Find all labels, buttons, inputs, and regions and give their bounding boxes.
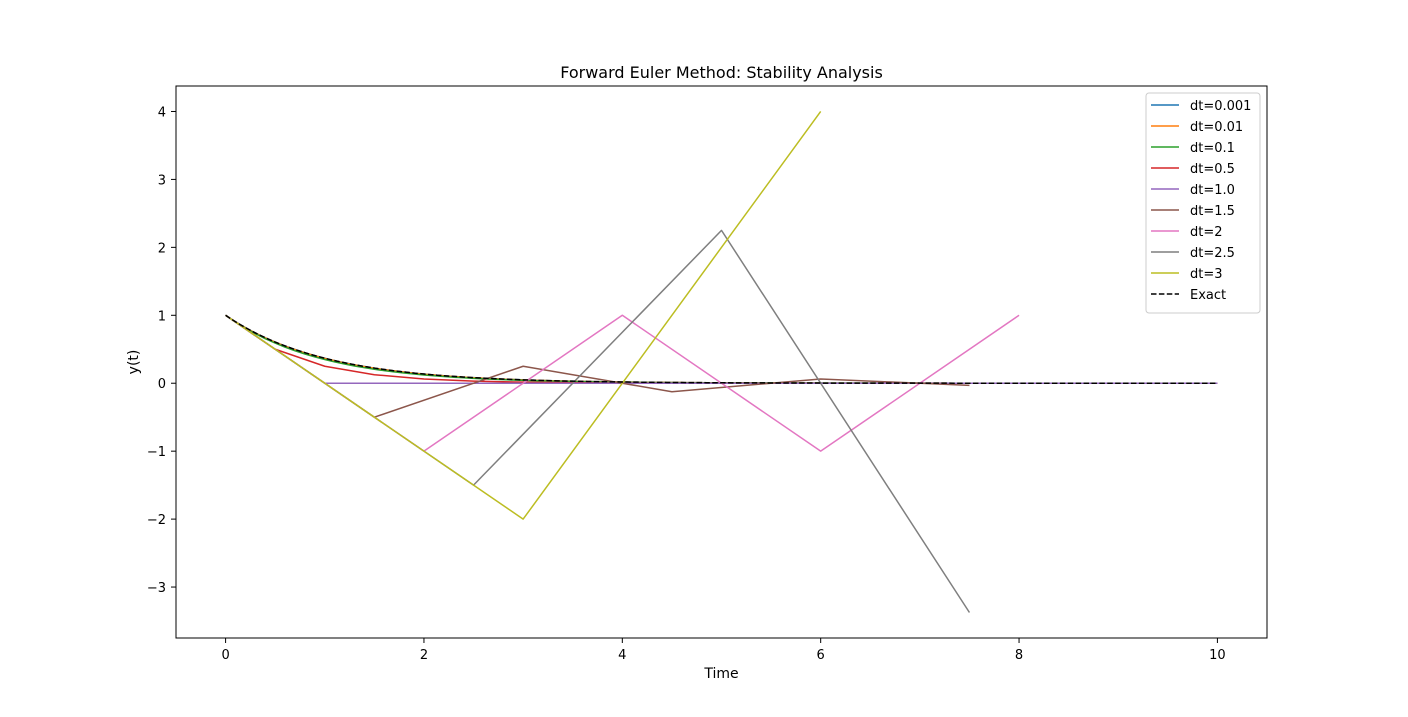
plot-frame	[175, 85, 1268, 639]
legend-label-exact: Exact	[1190, 288, 1226, 303]
series-layer	[225, 111, 1218, 613]
legend-label-dt-0-5: dt=0.5	[1190, 162, 1235, 177]
legend-label-dt-0-001: dt=0.001	[1190, 99, 1251, 114]
legend-label-dt-3: dt=3	[1190, 267, 1223, 282]
x-tick-label: 4	[618, 648, 626, 663]
y-axis: −3 −2 −1 0 1 2 3 4	[147, 105, 176, 596]
x-tick-label: 8	[1015, 648, 1023, 663]
y-tick-label: −1	[147, 445, 166, 460]
y-tick-label: 0	[158, 377, 166, 392]
y-tick-label: 3	[158, 173, 166, 188]
chart-title: Forward Euler Method: Stability Analysis	[560, 63, 883, 82]
y-tick-label: 4	[158, 105, 166, 120]
x-axis: 0 2 4 6 8 10	[221, 638, 1226, 663]
x-tick-label: 0	[221, 648, 229, 663]
legend-box	[1145, 92, 1261, 314]
legend-label-dt-1-5: dt=1.5	[1190, 204, 1235, 219]
x-tick-label: 10	[1209, 648, 1226, 663]
x-tick-label: 2	[420, 648, 428, 663]
y-tick-label: 2	[158, 241, 166, 256]
legend-label-dt-2: dt=2	[1190, 225, 1223, 240]
series-line-dt-3	[225, 111, 822, 520]
y-axis-label: y(t)	[126, 350, 142, 375]
legend-label-dt-2-5: dt=2.5	[1190, 246, 1235, 261]
legend-label-dt-0-1: dt=0.1	[1190, 141, 1235, 156]
y-tick-label: 1	[158, 309, 166, 324]
legend: dt=0.001 dt=0.01 dt=0.1 dt=0.5 dt=1.0 dt=1.5 d…	[1145, 92, 1261, 314]
x-axis-label: Time	[703, 666, 738, 682]
y-tick-label: −3	[147, 581, 166, 596]
y-tick-label: −2	[147, 513, 166, 528]
legend-label-dt-0-01: dt=0.01	[1190, 120, 1243, 135]
x-tick-label: 6	[817, 648, 825, 663]
series-line-exact	[225, 314, 1218, 384]
legend-label-dt-1-0: dt=1.0	[1190, 183, 1235, 198]
